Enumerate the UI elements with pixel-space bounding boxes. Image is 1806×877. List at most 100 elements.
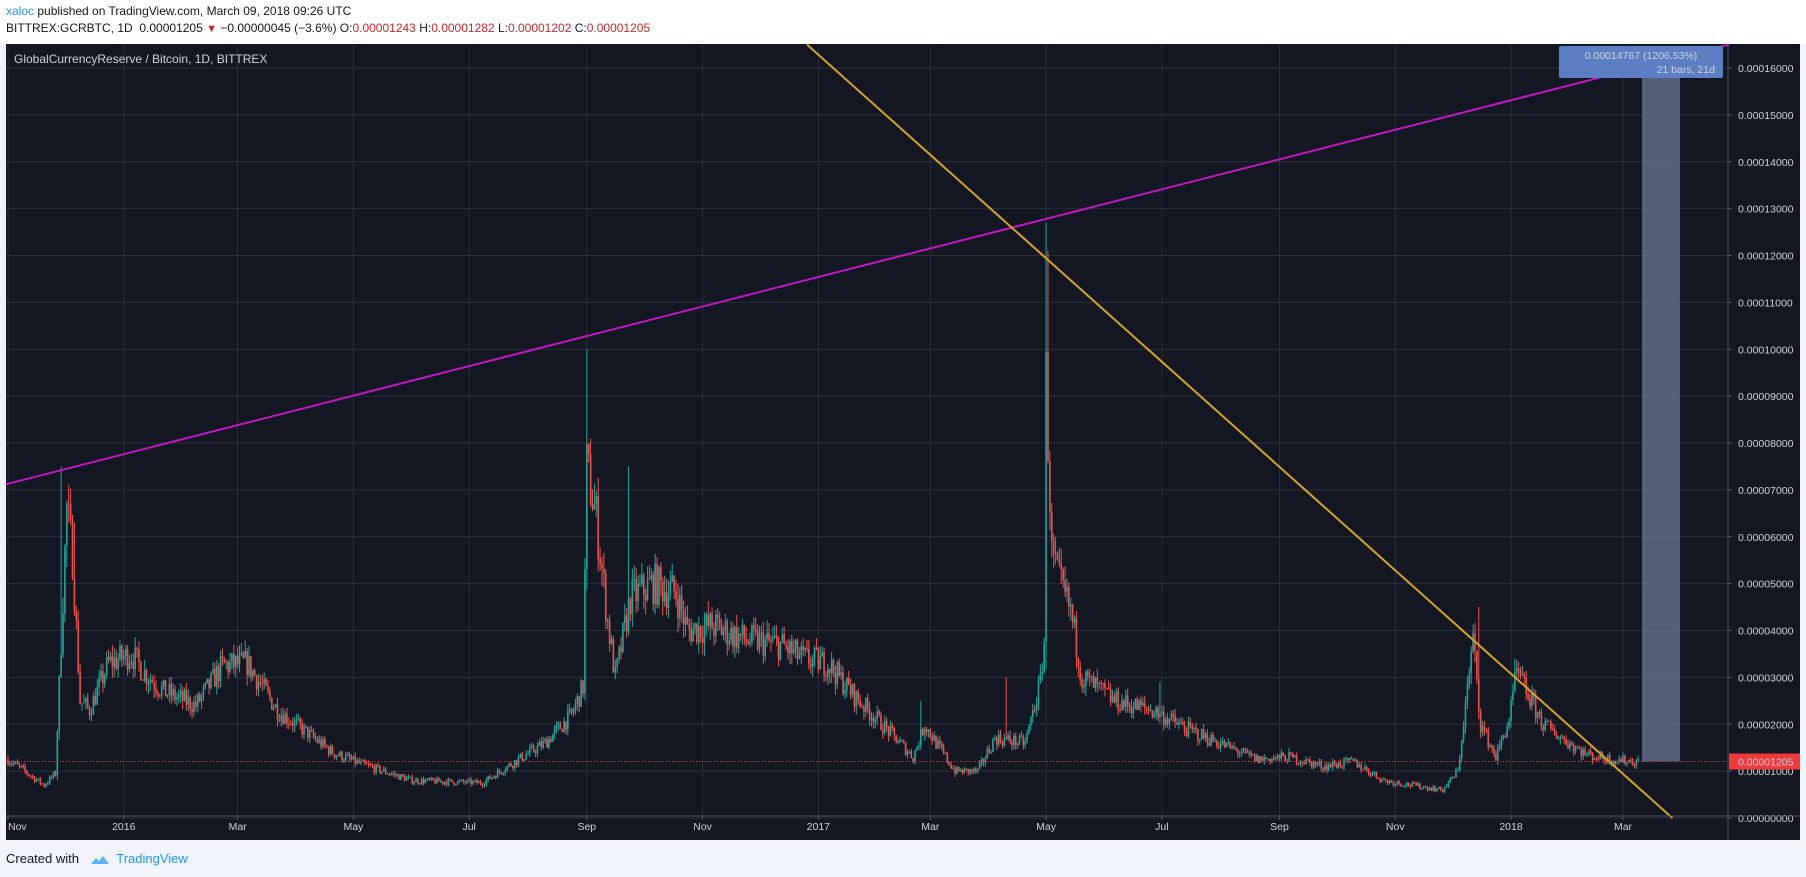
candle-body [225,662,228,664]
candle-body [1481,726,1484,733]
candle-body [1614,760,1617,765]
candle-body [329,746,332,755]
candle-body [688,623,691,629]
candle-body [81,702,83,704]
candle-body [931,736,934,742]
candle-body [1517,667,1520,670]
candle-body [646,578,649,601]
last-price-badge [1729,753,1800,770]
candle-body [1472,633,1474,652]
candle-body [1257,755,1260,763]
candle-body [1489,745,1491,747]
price-chart[interactable]: 0.00014767 (1206.53%) 21 bars, 21d 0.0000… [6,44,1800,840]
candle-body [293,720,296,727]
candle-body [846,677,848,691]
candle-body [210,673,212,689]
candle-body [1458,757,1461,770]
candle-body [1584,749,1586,755]
candle-body [707,614,710,627]
candle-body [1229,741,1231,748]
candle-body [1309,759,1311,762]
candle-body [354,755,357,764]
candle-body [870,717,873,720]
candle-body [288,723,290,725]
candle-body [134,647,136,669]
candle-body [1521,674,1524,676]
candle-body [153,682,155,689]
symbol-label[interactable]: BITTREX:GCRBTC, 1D [6,21,133,35]
candle-body [1618,758,1621,762]
price-tick-label: 0.00009000 [1738,391,1794,403]
candle-body [453,782,455,785]
candle-body [1094,677,1097,688]
candle-body [1269,758,1271,763]
candle-body [741,625,744,636]
candle-body [608,619,611,644]
candle-body [1291,753,1294,758]
candle-body [1595,758,1598,760]
candle-body [1113,696,1116,703]
candle-body [800,646,803,656]
candle-body [43,783,45,787]
candle-body [1189,721,1192,726]
candle-body [1434,786,1436,792]
candle-body [604,573,607,622]
candle-body [83,701,85,703]
time-tick-label: Sep [577,821,596,833]
candle-body [109,656,112,660]
candle-body [462,779,465,782]
publish-info: xaloc published on TradingView.com, Marc… [6,4,351,18]
candle-body [1381,779,1383,782]
candle-body [1031,709,1034,718]
candle-body [407,777,410,779]
candle-body [963,768,966,774]
candle-body [308,730,311,739]
time-axis[interactable]: Nov 2016 Mar May Jul Sep Nov 2017 Mar May Jul Sep No… [6,815,1800,833]
candle-body [409,776,412,778]
candle-body [1267,758,1269,760]
candle-body [214,668,216,687]
candle-body [1100,682,1102,684]
time-tick-label: Nov [8,821,27,833]
candle-body [90,714,93,716]
candle-body [1599,751,1602,760]
tradingview-link[interactable]: TradingView [116,851,188,866]
candle-body [204,682,207,687]
candle-body [773,635,776,638]
candle-body [1068,586,1070,607]
candle-body [952,768,954,770]
candle-body [1415,783,1417,786]
candle-body [1347,758,1349,761]
candle-body [804,648,806,651]
candle-body [1106,687,1108,689]
trendlines[interactable] [6,44,1730,819]
price-axis[interactable]: 0.000000000.000010000.000020000.00003000… [1727,44,1800,840]
candle-body [1620,758,1622,763]
tradingview-logo-icon[interactable] [90,855,109,865]
candle-body [1225,742,1228,748]
price-tick-label: 0.00005000 [1738,579,1794,591]
measure-tool[interactable]: 0.00014767 (1206.53%) 21 bars, 21d [1558,46,1723,762]
candle-body [701,638,704,643]
candle-body [1075,618,1078,658]
candle-body [310,730,313,732]
candle-body [1432,786,1435,791]
candle-body [1360,764,1362,770]
candle-body [24,766,26,771]
candle-body [162,680,165,687]
candle-body [1502,736,1505,738]
author-link[interactable]: xaloc [6,4,35,18]
candle-body [113,657,116,668]
candle-body [215,666,218,687]
candle-body [22,766,24,768]
candle-body [933,735,935,742]
candle-body [1238,753,1241,755]
candle-body [883,720,886,734]
candle-body [880,714,882,730]
candle-body [1402,785,1404,787]
candle-body [1147,709,1150,711]
price-tick-label: 0.00000000 [1738,813,1794,825]
candle-body [346,754,349,756]
candle-body [642,575,645,595]
candle-body [255,675,258,690]
